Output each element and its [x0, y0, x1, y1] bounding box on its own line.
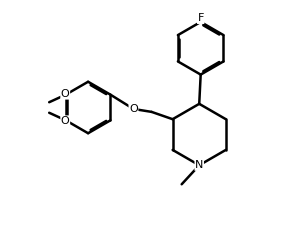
Text: N: N	[195, 160, 203, 170]
Text: O: O	[61, 116, 70, 126]
Text: F: F	[198, 13, 204, 23]
Text: O: O	[129, 104, 138, 114]
Text: O: O	[61, 89, 70, 99]
